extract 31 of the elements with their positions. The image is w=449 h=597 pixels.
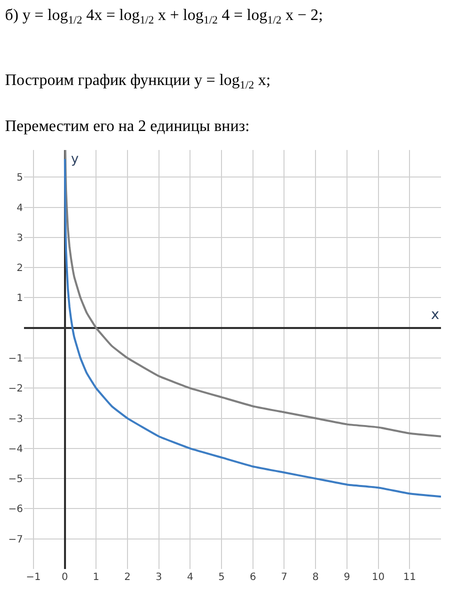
x-tick-label: 11 bbox=[403, 572, 416, 583]
y-tick-label: 3 bbox=[16, 232, 23, 244]
y-tick-label: 5 bbox=[16, 172, 23, 184]
y-tick-label: −3 bbox=[8, 414, 23, 425]
x-tick-label: 1 bbox=[92, 572, 100, 583]
x-tick-label: 10 bbox=[372, 572, 385, 583]
y-tick-label: −1 bbox=[8, 353, 23, 364]
x-axis-title: x bbox=[431, 307, 440, 323]
y-tick-label: −7 bbox=[8, 534, 23, 546]
text: б) y = log$_{1/2}$ 4x = log$_{1/2}$ x + log$_{1/2}$ 4 = log$_{1/2}$ x − 2; bbox=[5, 7, 323, 26]
y-tick-label: 1 bbox=[16, 293, 23, 304]
x-tick-label: 0 bbox=[62, 572, 68, 583]
x-tick-label: 7 bbox=[281, 572, 288, 583]
text: Построим график функции y = log$_{1/2}$ x; bbox=[5, 72, 271, 92]
y-axis-title: y bbox=[71, 152, 79, 167]
y-tick-label: −2 bbox=[8, 384, 23, 395]
y-tick-label: 2 bbox=[16, 263, 23, 274]
y-tick-label: 4 bbox=[16, 202, 23, 214]
y-tick-label: −6 bbox=[8, 504, 23, 516]
x-tick-label: 4 bbox=[186, 572, 194, 583]
x-tick-label: 9 bbox=[344, 572, 350, 583]
x-tick-label: −1 bbox=[26, 572, 41, 583]
x-tick-label: 6 bbox=[250, 572, 256, 583]
x-tick-label: 8 bbox=[312, 572, 319, 583]
x-tick-label: 3 bbox=[156, 572, 162, 583]
line-series bbox=[64, 150, 441, 438]
x-tick-label: 5 bbox=[218, 572, 225, 583]
text: Переместим его на 2 единицы вниз: bbox=[5, 118, 250, 135]
x-tick-label: 2 bbox=[124, 572, 131, 583]
y-tick-label: −4 bbox=[8, 444, 23, 455]
y-tick-label: −5 bbox=[8, 474, 23, 486]
